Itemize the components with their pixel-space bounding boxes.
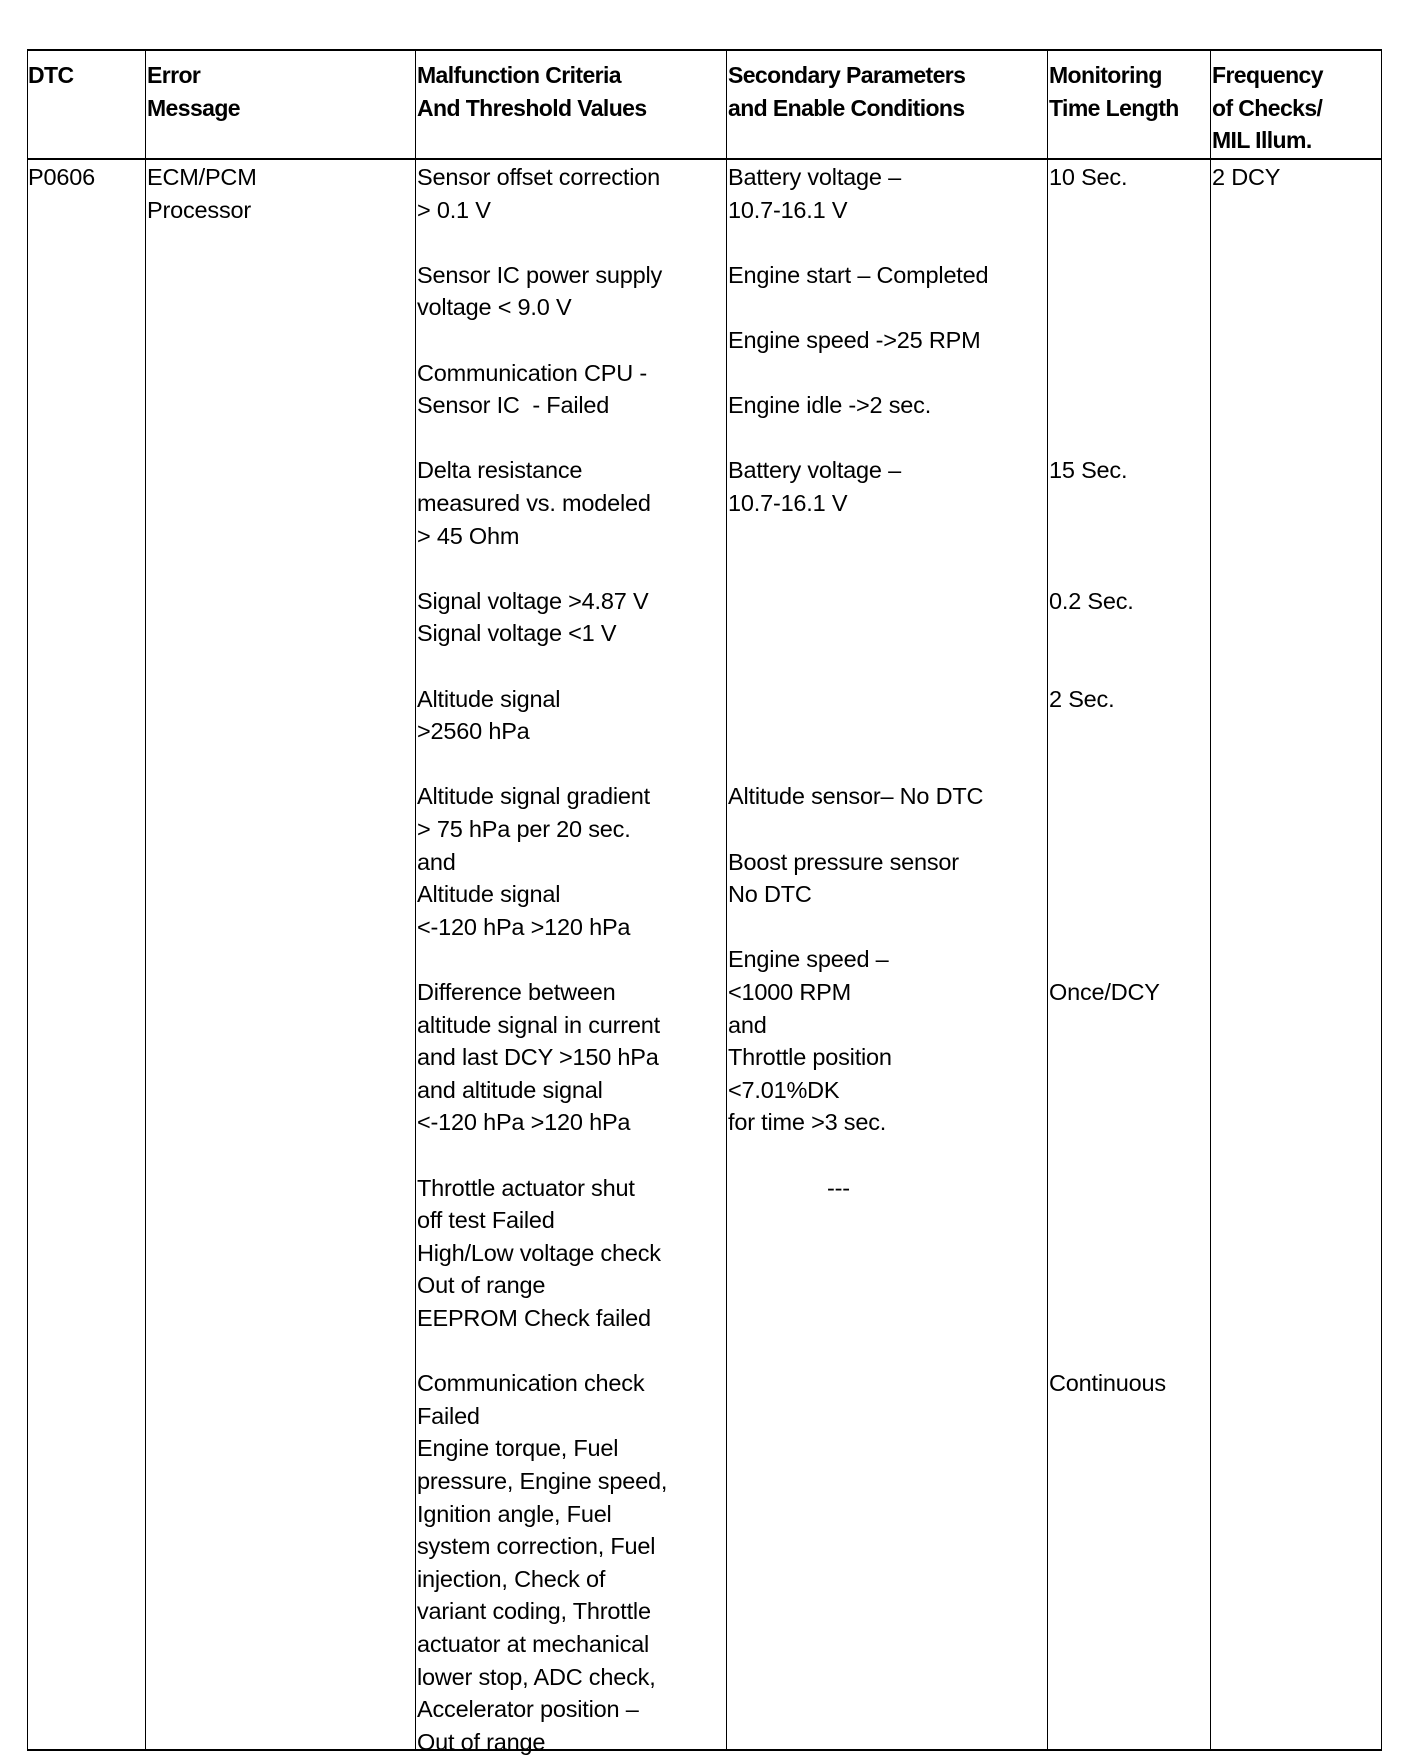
monitoring-time: 2 Sec.: [1049, 685, 1115, 712]
monitoring-time: Once/DCY: [1049, 979, 1160, 1005]
column-divider: [27, 51, 28, 1751]
malfunction-criterion: Sensor offset correction > 0.1 V: [417, 164, 660, 223]
dtc-code: P0606: [28, 164, 95, 190]
header-monitoring-time: Monitoring Time Length: [1049, 62, 1179, 121]
header-frequency: Frequency of Checks/ MIL Illum.: [1212, 62, 1324, 154]
header-divider: [27, 158, 1382, 160]
malfunction-criterion: Delta resistance measured vs. modeled > …: [417, 457, 651, 549]
monitoring-time: 0.2 Sec.: [1049, 587, 1134, 614]
secondary-parameter: ---: [827, 1174, 850, 1201]
header-dtc: DTC: [28, 62, 74, 88]
secondary-parameter: Boost pressure sensor No DTC: [728, 848, 959, 908]
column-divider: [726, 51, 727, 1751]
dtc-table: DTC Error Message Malfunction Criteria A…: [27, 49, 1382, 1755]
secondary-parameter: Engine speed ->25 RPM: [728, 327, 981, 353]
monitoring-time: 15 Sec.: [1049, 457, 1128, 484]
column-divider: [145, 51, 146, 1751]
header-secondary-parameters: Secondary Parameters and Enable Conditio…: [728, 62, 966, 121]
secondary-parameter: Engine idle ->2 sec.: [728, 392, 932, 419]
monitoring-time: 10 Sec.: [1049, 164, 1128, 190]
malfunction-criterion: Altitude signal gradient > 75 hPa per 20…: [417, 783, 650, 940]
column-divider: [415, 51, 416, 1751]
column-divider: [1210, 51, 1211, 1751]
malfunction-criterion: Signal voltage >4.87 V Signal voltage <1…: [417, 587, 649, 647]
malfunction-criterion: Difference between altitude signal in cu…: [417, 979, 660, 1136]
malfunction-criterion: Altitude signal >2560 hPa: [417, 685, 561, 745]
secondary-parameter: Battery voltage – 10.7-16.1 V: [728, 164, 901, 223]
malfunction-criterion: Sensor IC power supply voltage < 9.0 V: [417, 261, 663, 321]
column-divider: [1381, 51, 1382, 1751]
frequency-value: 2 DCY: [1212, 164, 1281, 190]
malfunction-criterion: Communication check Failed Engine torque…: [417, 1370, 668, 1755]
malfunction-criterion: Throttle actuator shut off test Failed H…: [417, 1174, 661, 1331]
monitoring-time: Continuous: [1049, 1370, 1166, 1397]
secondary-parameter: Engine speed – <1000 RPM and Throttle po…: [728, 946, 892, 1136]
column-divider: [1047, 51, 1048, 1751]
header-error-message: Error Message: [147, 62, 241, 121]
malfunction-criterion: Communication CPU - Sensor IC - Failed: [417, 359, 647, 419]
secondary-parameter: Engine start – Completed: [728, 261, 989, 288]
header-malfunction-criteria: Malfunction Criteria And Threshold Value…: [417, 62, 647, 121]
secondary-parameter: Altitude sensor– No DTC: [728, 783, 984, 810]
secondary-parameter: Battery voltage – 10.7-16.1 V: [728, 457, 901, 516]
error-message: ECM/PCM Processor: [147, 164, 257, 223]
